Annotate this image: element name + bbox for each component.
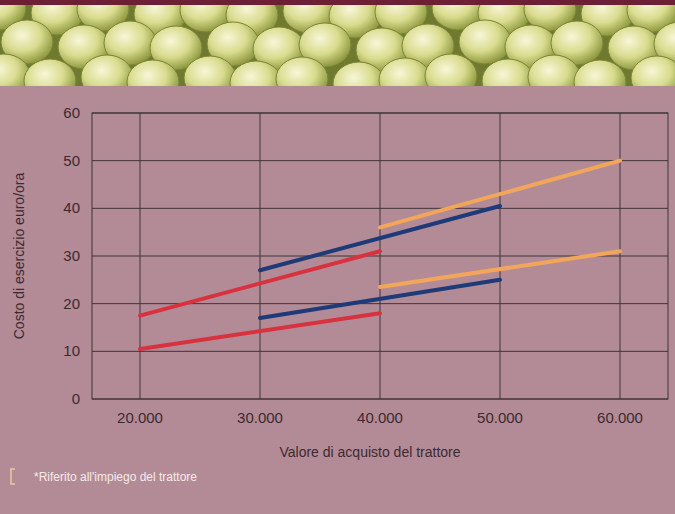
chart: 0 10 20 30 40 50 60 20.000 30.000 40.000 50.000 60.… <box>0 0 675 514</box>
y-tick-label: 40 <box>63 199 80 216</box>
top-strip <box>0 0 675 5</box>
series-line <box>380 161 620 228</box>
grape <box>459 20 511 64</box>
x-tick-label: 20.000 <box>117 409 163 426</box>
footnote-bracket <box>11 469 15 484</box>
x-tick-label: 40.000 <box>357 409 403 426</box>
footnote: *Riferito all'impiego del trattore <box>34 470 197 484</box>
y-tick-label: 60 <box>63 104 80 121</box>
x-grid-line <box>620 113 621 399</box>
y-tick-label: 0 <box>72 390 80 407</box>
x-tick-label: 60.000 <box>597 409 643 426</box>
x-grid-line <box>140 113 141 399</box>
series-line <box>380 251 620 287</box>
y-axis-title: Costo di esercizio euro/ora <box>11 173 27 340</box>
x-axis-title: Valore di acquisto del trattore <box>279 444 460 460</box>
x-tick-label: 50.000 <box>477 409 523 426</box>
y-tick-label: 10 <box>63 342 80 359</box>
y-tick-label: 50 <box>63 152 80 169</box>
x-grid-line <box>260 113 261 399</box>
background <box>0 0 675 514</box>
x-grid-line <box>500 113 501 399</box>
x-grid-line <box>380 113 381 399</box>
grid <box>92 113 668 399</box>
y-tick-label: 30 <box>63 247 80 264</box>
series-group <box>140 161 620 349</box>
x-tick-label: 30.000 <box>237 409 283 426</box>
y-tick-label: 20 <box>63 295 80 312</box>
series-line <box>260 206 500 270</box>
plot-frame <box>92 113 668 399</box>
chart-ground <box>0 86 675 514</box>
